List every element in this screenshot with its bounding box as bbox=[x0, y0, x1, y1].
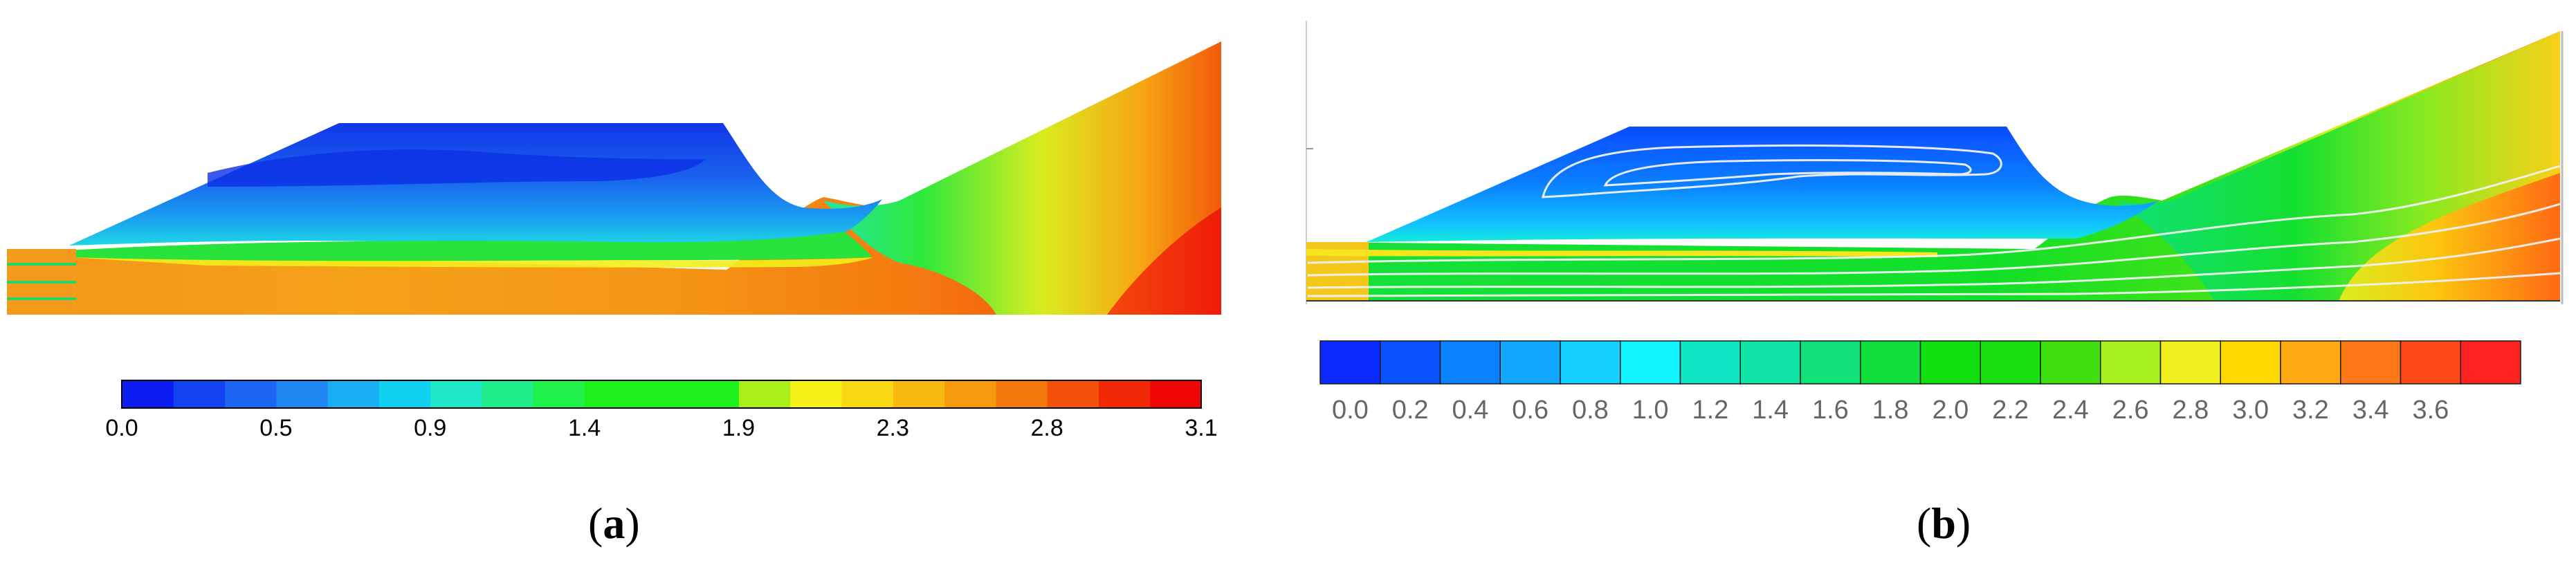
panel-a-transition-band bbox=[69, 257, 873, 268]
panel-b-streamline bbox=[1307, 203, 2561, 277]
panel-b-colorbar-tick-label: 3.6 bbox=[2412, 396, 2449, 425]
panel-b-structure-zone bbox=[1367, 127, 2159, 242]
panel-b-colorbar-tick-label: 0.4 bbox=[1452, 396, 1488, 425]
panel-b-colorbar-tick-label: 3.4 bbox=[2353, 396, 2389, 425]
panel-a-core bbox=[208, 149, 706, 187]
panel-b-contour bbox=[1306, 21, 2564, 304]
panel-a-shear-layer bbox=[69, 232, 872, 262]
panel-b-colorbar-tick-label: 1.4 bbox=[1752, 396, 1789, 425]
panel-a-colorbar-swatch bbox=[1149, 380, 1202, 408]
panel-a-caption: (a) bbox=[588, 499, 640, 548]
panel-a-colorbar-swatch bbox=[482, 380, 533, 408]
panel-b-jet-band bbox=[1306, 249, 1937, 257]
panel-a-colorbar-tick-label: 0.5 bbox=[259, 415, 292, 441]
panel-b-colorbar-tick-label: 3.0 bbox=[2232, 396, 2269, 425]
panel-a-colorbar: 0.0 0.5 0.9 1.4 1.9 2.3 2.8 3.1 bbox=[105, 380, 1218, 441]
panel-a-colorbar-swatch bbox=[378, 380, 431, 408]
panel-b-colorbar-swatch bbox=[1919, 340, 1981, 385]
panel-b-colorbar-swatch bbox=[1980, 340, 2041, 385]
panel-a-slope-zone bbox=[823, 41, 1221, 315]
panel-a-colorbar-swatch bbox=[224, 380, 277, 408]
panel-a-colorbar-swatch bbox=[584, 380, 637, 408]
panel-b-colorbar-swatch bbox=[2340, 340, 2402, 385]
panel-b-colorbar-swatch bbox=[2100, 340, 2162, 385]
panel-a-colorbar-tick-label: 0.9 bbox=[414, 415, 446, 441]
panel-a-colorbar-swatch bbox=[1098, 380, 1151, 408]
panel-b-colorbar-tick-label: 1.8 bbox=[1872, 396, 1909, 425]
panel-a-colorbar-swatch bbox=[789, 380, 842, 408]
panel-b-colorbar-tick-label: 2.6 bbox=[2112, 396, 2149, 425]
panel-b-colorbar-swatch bbox=[1620, 340, 1681, 385]
panel-a-colorbar-tick-label: 0.0 bbox=[105, 415, 138, 441]
panel-b-streamline bbox=[1307, 272, 2561, 297]
panel-b-colorbar-swatch bbox=[1800, 340, 1861, 385]
panel-b-caption: (b) bbox=[1917, 499, 1971, 548]
panel-a-colorbar-tick-label: 2.8 bbox=[1031, 415, 1063, 441]
panel-a-colorbar-swatch bbox=[738, 380, 791, 408]
panel-b-colorbar-swatch bbox=[1679, 340, 1741, 385]
panel-b-colorbar-tick-label: 0.6 bbox=[1512, 396, 1549, 425]
panel-b-colorbar-tick-label: 0.8 bbox=[1572, 396, 1609, 425]
panel-b-colorbar-swatch bbox=[1380, 340, 1441, 385]
panel-a-colorbar-tick-label: 1.9 bbox=[722, 415, 755, 441]
panel-b-colorbar-swatch bbox=[2460, 340, 2521, 385]
panel-a-colorbar-swatch bbox=[173, 380, 226, 408]
panel-a-colorbar-frame bbox=[121, 380, 1202, 409]
panel-b-colorbar-tick-label: 0.2 bbox=[1392, 396, 1429, 425]
panel-a-colorbar-tick-label: 1.4 bbox=[568, 415, 601, 441]
panel-b-colorbar: 0.0 0.2 0.4 0.6 0.8 1.0 1.2 1.4 1.6 1.8 2.0 2.2 2.4 2… bbox=[1319, 340, 2521, 425]
panel-a-colorbar-swatch bbox=[275, 380, 328, 408]
panel-a-colorbar-tick-label: 3.1 bbox=[1185, 415, 1217, 441]
panel-a-colorbar-swatch bbox=[944, 380, 996, 408]
panel-a-colorbar-swatch bbox=[893, 380, 945, 408]
panel-b-slope-zone bbox=[2117, 31, 2560, 301]
panel-b-colorbar-swatch bbox=[2220, 340, 2281, 385]
panel-a-structure-zone bbox=[69, 123, 882, 246]
panel-a-colorbar-swatch bbox=[687, 380, 739, 408]
panel-b-colorbar-tick-label: 2.0 bbox=[1932, 396, 1968, 425]
panel-a-colorbar-swatch bbox=[533, 380, 585, 408]
panel-b-recirculation-streamline bbox=[1603, 159, 1972, 187]
panel-b-streamlines bbox=[1307, 144, 2561, 297]
panel-b-colorbar-swatch bbox=[2040, 340, 2101, 385]
panel-b-colorbar-tick-label: 2.8 bbox=[2172, 396, 2209, 425]
panel-a-contour bbox=[7, 41, 1221, 315]
panel-b-streamline bbox=[1307, 237, 2561, 289]
panel-a-colorbar-swatch bbox=[122, 380, 174, 408]
panel-b-colorbar-tick-label: 1.0 bbox=[1632, 396, 1669, 425]
panel-a-colorbar-swatch bbox=[327, 380, 379, 408]
panel-b-recirculation-streamline bbox=[1542, 144, 2002, 198]
panel-b-colorbar-swatch bbox=[2159, 340, 2221, 385]
panel-a-colorbar-tick-label: 2.3 bbox=[877, 415, 909, 441]
panel-b-colorbar-swatch bbox=[1499, 340, 1561, 385]
panel-b-streamline bbox=[1307, 165, 2561, 264]
panel-b-colorbar-swatch bbox=[1319, 340, 1381, 385]
panel-a-colorbar-swatch bbox=[995, 380, 1048, 408]
panel-b-colorbar-tick-label: 2.2 bbox=[1992, 396, 2029, 425]
panel-b-colorbar-swatch bbox=[1560, 340, 1621, 385]
panel-b-colorbar-swatch bbox=[1860, 340, 1921, 385]
panel-b-colorbar-swatch bbox=[2280, 340, 2341, 385]
panel-b-colorbar-tick-label: 2.4 bbox=[2052, 396, 2089, 425]
panel-a-colorbar-swatch bbox=[635, 380, 688, 408]
panel-b-colorbar-tick-label: 1.2 bbox=[1692, 396, 1728, 425]
panel-a-colorbar-swatch bbox=[841, 380, 893, 408]
panel-b-colorbar-swatch bbox=[1439, 340, 1501, 385]
panel-a-colorbar-swatch bbox=[1047, 380, 1099, 408]
panel-b-colorbar-swatch bbox=[1739, 340, 1801, 385]
panel-a-colorbar-swatch bbox=[430, 380, 482, 408]
panel-b-colorbar-tick-label: 3.2 bbox=[2292, 396, 2329, 425]
panel-b-colorbar-tick-label: 0.0 bbox=[1332, 396, 1369, 425]
panel-b-colorbar-tick-label: 1.6 bbox=[1812, 396, 1849, 425]
panel-b-colorbar-swatch bbox=[2400, 340, 2461, 385]
